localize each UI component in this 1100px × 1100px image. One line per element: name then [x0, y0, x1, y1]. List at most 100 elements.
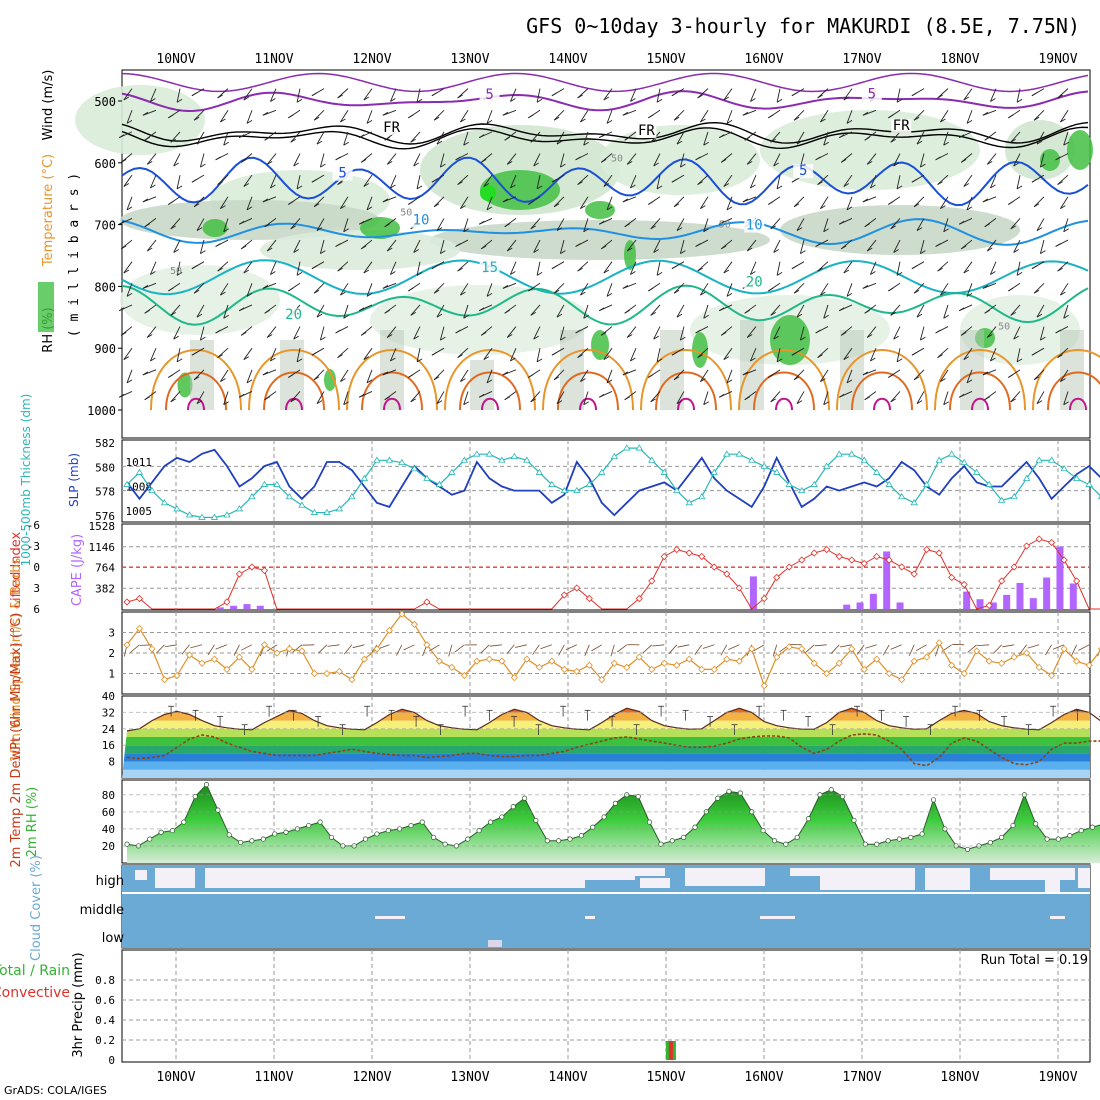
x-tick-bottom-3: 13NOV — [450, 1070, 489, 1085]
wind-barb-flag — [556, 400, 563, 404]
wind-barb — [963, 174, 973, 187]
wind-barb-flag — [146, 247, 153, 252]
wind-barb-flag — [1010, 138, 1016, 143]
wind-barb — [553, 196, 565, 208]
rh-point — [692, 824, 698, 830]
x-tick-top-1: 11NOV — [254, 52, 293, 67]
wind-barb — [460, 369, 469, 382]
wind-barb — [146, 326, 157, 338]
ylabel-wind: Wind (m/s) — [41, 70, 56, 141]
wind-barb-flag — [966, 120, 973, 124]
temp-contour-35 — [383, 397, 401, 411]
wind-barb — [509, 88, 517, 102]
wind10m-point — [898, 676, 906, 684]
wind-barb-flag — [823, 314, 829, 319]
wind-barb — [606, 369, 613, 384]
wind-barb-flag — [436, 227, 443, 231]
wind-barb-flag — [510, 357, 516, 362]
wind-barb — [170, 218, 181, 230]
cloud-gap — [925, 868, 970, 890]
rh-point — [908, 834, 914, 840]
wind-barb-flag — [673, 116, 680, 121]
wind-barb-flag — [744, 136, 750, 141]
wind-barb — [269, 261, 277, 275]
wind-barb-flag — [337, 181, 343, 185]
wind-barb — [436, 218, 445, 231]
wind-barb-flag — [293, 249, 299, 253]
wind-barb-flag — [460, 118, 466, 123]
wind-barb — [389, 174, 397, 189]
wind-barb-flag — [820, 291, 826, 296]
wind-barb — [700, 110, 709, 123]
wind-barb-flag — [410, 398, 416, 403]
wind10m-point — [473, 657, 481, 665]
wind-barb — [919, 326, 925, 341]
wind-barb — [530, 218, 541, 230]
temp-y-tick-0: 8 — [108, 756, 115, 769]
wind-barb-flag — [363, 96, 370, 101]
wind-barb — [313, 109, 325, 121]
wind-barb-flag — [118, 134, 125, 138]
wind-barb-flag — [893, 335, 899, 340]
wind-barb-flag — [343, 228, 349, 233]
rh-point — [272, 831, 278, 837]
wind10m-barb — [1071, 644, 1077, 656]
wind-barb-flag — [697, 94, 703, 99]
temp-contour-30 — [655, 371, 717, 411]
wind-barb-flag — [530, 225, 536, 230]
wind-barb — [1039, 326, 1045, 341]
wind-barb-flag — [744, 309, 750, 314]
cape-bar — [256, 605, 264, 609]
contour-label-14: 50 — [170, 266, 182, 277]
temp-contour-25 — [248, 349, 340, 411]
rh-shade — [960, 295, 1080, 365]
wind-barb-flag — [416, 358, 423, 363]
temp-band — [122, 769, 1090, 778]
wind-barb-flag — [386, 161, 393, 165]
thickness-point — [298, 501, 306, 508]
wind-barb — [290, 391, 301, 403]
wind10m-barb — [241, 644, 253, 651]
temp-contour-30 — [165, 371, 227, 411]
wind-barb — [726, 369, 733, 384]
wind-barb-flag — [671, 92, 678, 97]
thickness-point — [285, 492, 294, 500]
wind-barb-flag — [363, 269, 370, 274]
lifted-index-point — [885, 556, 893, 564]
wind-barb — [943, 304, 949, 319]
wind-barb-flag — [1055, 243, 1061, 247]
wind-barb-flag — [217, 267, 223, 272]
wind-barb-flag — [296, 272, 303, 276]
wind-barb-flag — [791, 92, 798, 97]
wind-barb-flag — [943, 314, 949, 319]
wind-barb-flag — [455, 156, 461, 161]
wind-barb — [433, 369, 445, 381]
cape-y-tick-2: 1146 — [89, 541, 116, 554]
credit-text: GrADS: COLA/IGES — [4, 1084, 107, 1097]
rh-shade — [760, 110, 980, 190]
wind-barb-flag — [118, 393, 125, 398]
cloud-gap-mid — [1050, 916, 1065, 919]
wind-barb — [986, 153, 997, 165]
wind-barb — [199, 153, 205, 168]
wind-barb-flag — [600, 245, 607, 250]
wind-barb-flag — [935, 243, 941, 247]
wind-barb — [893, 153, 901, 167]
ylabel-precip: 3hr Precip (mm) — [71, 952, 86, 1057]
wind-barb-flag — [146, 334, 153, 338]
wind-barb — [366, 110, 373, 124]
wind-barb-flag — [1060, 291, 1066, 296]
wind-barb-flag — [506, 334, 513, 338]
lifted-index-point — [685, 549, 693, 557]
wind-barb-flag — [118, 307, 125, 312]
wind-barb — [433, 282, 445, 294]
wind-barb-flag — [193, 376, 200, 381]
wind-barb-flag — [215, 156, 221, 161]
temp-contour-25 — [1032, 349, 1100, 411]
wind-barb — [463, 304, 469, 319]
temp-contour-35 — [971, 397, 989, 411]
wind10m-point — [710, 665, 718, 673]
wind-barb — [296, 348, 301, 362]
wind-barb-flag — [1060, 205, 1066, 209]
wind10m-point — [785, 643, 793, 651]
